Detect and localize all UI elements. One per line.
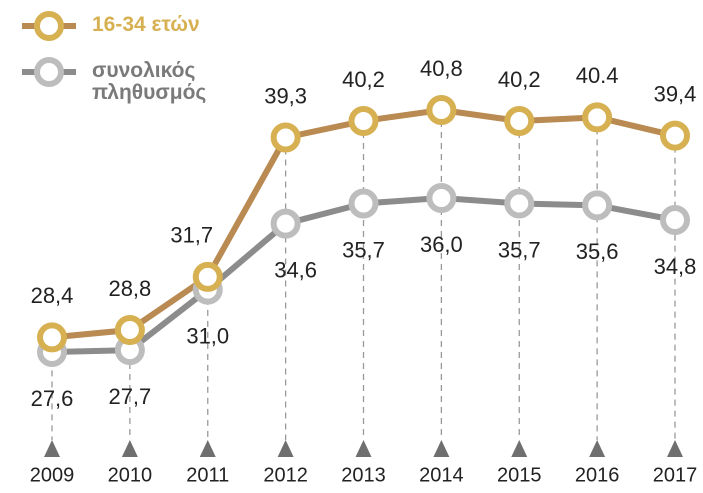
point xyxy=(660,120,690,151)
point xyxy=(270,122,301,153)
point xyxy=(270,208,301,239)
value-label: 27,7 xyxy=(108,384,151,409)
point xyxy=(504,188,535,219)
x-tick-label: 2017 xyxy=(653,464,698,486)
point xyxy=(192,261,223,292)
value-label: 39,3 xyxy=(264,83,307,108)
x-tick-marker xyxy=(589,440,606,457)
value-label: 36,0 xyxy=(420,232,463,257)
x-tick-marker xyxy=(667,440,683,457)
point xyxy=(114,315,145,345)
value-label: 35,6 xyxy=(576,239,619,264)
legend-marker xyxy=(34,11,64,41)
x-tick-marker xyxy=(44,440,60,457)
value-label: 34,6 xyxy=(274,257,317,282)
x-tick-marker xyxy=(121,440,138,457)
point xyxy=(348,188,379,219)
value-label: 40.4 xyxy=(576,63,619,88)
point xyxy=(504,106,535,136)
legend-label: συνολικός πληθυσμός xyxy=(92,59,207,104)
x-tick-label: 2012 xyxy=(263,464,308,486)
value-label: 28,8 xyxy=(108,276,151,301)
value-label: 40,2 xyxy=(342,67,385,92)
x-tick-marker xyxy=(355,440,372,457)
point xyxy=(426,95,457,125)
value-label: 35,7 xyxy=(342,237,385,262)
value-label: 28,4 xyxy=(31,283,74,308)
x-tick-marker xyxy=(433,440,450,457)
x-tick-marker xyxy=(277,440,294,457)
value-label: 34,8 xyxy=(654,254,697,279)
point xyxy=(582,190,613,221)
value-label: 39,4 xyxy=(654,81,697,106)
point xyxy=(660,205,690,235)
x-tick-label: 2010 xyxy=(108,464,153,486)
value-label: 40,2 xyxy=(498,67,541,92)
point xyxy=(348,106,379,136)
value-label: 35,7 xyxy=(498,237,541,262)
x-tick-marker xyxy=(511,440,528,457)
value-label: 40,8 xyxy=(420,56,463,81)
value-label: 31,7 xyxy=(170,223,213,248)
x-tick-label: 2011 xyxy=(186,464,229,486)
value-label: 27,6 xyxy=(31,386,74,411)
value-label: 31,0 xyxy=(186,323,229,348)
x-tick-label: 2015 xyxy=(497,464,542,486)
x-tick-label: 2016 xyxy=(575,464,620,486)
point xyxy=(582,102,613,133)
x-tick-label: 2013 xyxy=(341,464,386,486)
x-tick-marker xyxy=(199,440,216,457)
point xyxy=(426,183,457,213)
point xyxy=(37,322,67,353)
legend-label: 16-34 ετών xyxy=(92,13,200,36)
legend-marker xyxy=(34,57,64,87)
x-tick-label: 2009 xyxy=(30,464,75,486)
x-tick-label: 2014 xyxy=(419,464,464,486)
